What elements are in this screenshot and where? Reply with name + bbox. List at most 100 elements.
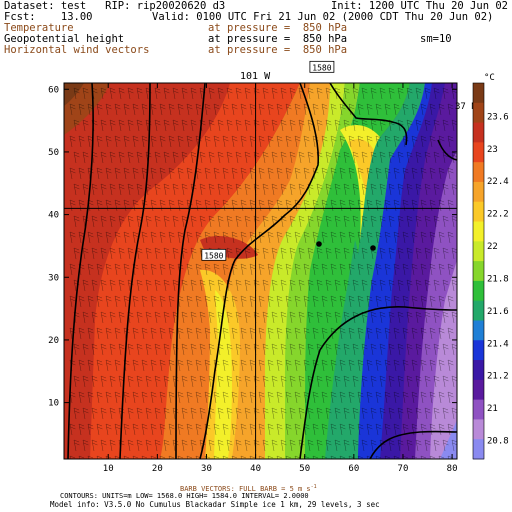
wind-barb [217,279,224,292]
wind-barb [150,391,157,404]
wind-barb [109,215,116,228]
wind-barb [96,263,103,276]
wind-barb [190,87,197,100]
wind-barb [330,103,337,116]
wind-barb [289,439,296,452]
wind-barb [123,423,130,436]
wind-barb [204,135,211,148]
wind-barb [303,295,310,308]
wind-barb [330,455,337,459]
wind-barb [393,423,400,436]
wind-barb [343,439,350,452]
wind-barb [208,279,215,292]
wind-barb [447,231,454,244]
wind-barb [357,199,364,212]
wind-barb [118,151,125,164]
wind-barb [267,295,274,308]
contour-line [437,139,457,161]
wind-barb [235,375,242,388]
wind-barb [96,359,103,372]
wind-barb [73,407,80,420]
wind-barb [424,215,431,228]
wind-barb [294,327,301,340]
wind-barb [235,279,242,292]
wind-barb [100,343,107,356]
wind-barb [136,87,143,100]
wind-barb [154,151,161,164]
wind-barb [163,151,170,164]
field-temperature-pressure: at pressure = 850 hPa [208,22,348,34]
wind-barb [82,87,89,100]
wind-barb [420,167,427,180]
wind-barb [96,455,103,459]
wind-barb [127,343,134,356]
wind-barb [325,311,332,324]
wind-barb [154,183,161,196]
wind-barb [109,279,116,292]
wind-barb [393,263,400,276]
wind-barb [411,327,418,340]
wind-barb [388,439,395,452]
wind-barb [258,391,265,404]
wind-barb [285,199,292,212]
colorbar-label: 21.4 [487,339,509,349]
wind-barb [420,263,427,276]
wind-barb [199,311,206,324]
wind-barb [267,231,274,244]
wind-barb [388,311,395,324]
wind-barb [289,311,296,324]
wind-barb [177,455,184,459]
wind-barb [298,247,305,260]
colorbar-swatch [473,419,484,440]
wind-barb [172,151,179,164]
wind-barb [334,439,341,452]
wind-barb [213,199,220,212]
wind-barb [447,263,454,276]
wind-barb [357,167,364,180]
wind-barb [204,263,211,276]
wind-barb [424,311,431,324]
wind-barb [222,167,229,180]
wind-barb [181,439,188,452]
wind-barb [294,103,301,116]
wind-barb [114,199,121,212]
wind-barb [78,295,85,308]
wind-barb [154,375,161,388]
wind-barb [307,311,314,324]
wind-barb [168,199,175,212]
wind-barb [154,439,161,452]
wind-barb [343,375,350,388]
wind-barb [433,183,440,196]
wind-barb [177,199,184,212]
wind-barb [406,375,413,388]
wind-barb [433,87,440,100]
wind-barb [316,87,323,100]
wind-barb [321,135,328,148]
wind-barb [316,247,323,260]
wind-barb [280,375,287,388]
wind-barb [199,279,206,292]
wind-barb [384,231,391,244]
wind-barb [73,343,80,356]
contour-line [369,430,457,459]
wind-barb [348,455,355,459]
contour-label-box [309,60,335,73]
wind-barb [312,391,319,404]
wind-barb [352,119,359,132]
wind-barb [186,359,193,372]
wind-barb [330,263,337,276]
wind-barb [429,103,436,116]
wind-barb [118,343,125,356]
wind-barb [420,423,427,436]
wind-barb [91,215,98,228]
wind-barb [393,103,400,116]
wind-barb [204,167,211,180]
wind-barb [357,391,364,404]
wind-barb [91,343,98,356]
wind-barb [330,391,337,404]
wind-barb [334,279,341,292]
x-tick-label: 40 [250,464,261,474]
wind-barb [357,231,364,244]
wind-barb [442,183,449,196]
wind-barb [348,231,355,244]
